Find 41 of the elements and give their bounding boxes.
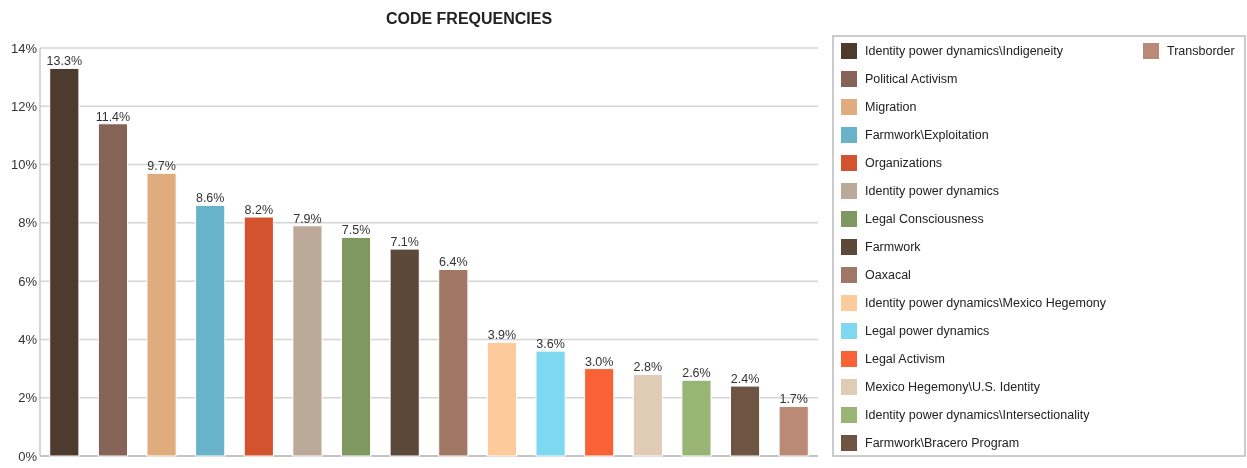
data-label: 3.9%: [487, 328, 517, 343]
legend-label: Legal Activism: [865, 352, 945, 367]
legend-label: Mexico Hegemony\U.S. Identity: [865, 380, 1041, 395]
legend-label: Legal Consciousness: [865, 212, 984, 227]
legend-label: Farmwork\Exploitation: [865, 128, 989, 143]
data-label: 6.4%: [439, 255, 468, 270]
y-tick-label: 14%: [10, 40, 38, 56]
legend-label: Organizations: [865, 156, 943, 171]
data-label: 2.4%: [730, 372, 760, 387]
data-label: 7.9%: [293, 211, 322, 226]
y-tick-label: 12%: [10, 98, 38, 114]
legend-label: Identity power dynamics\Mexico Hegemony: [865, 296, 1107, 311]
legend-label: Identity power dynamics\Intersectionality: [865, 408, 1091, 423]
legend-label: Farmwork: [865, 240, 922, 255]
data-label: 7.1%: [390, 235, 419, 250]
data-label: 2.8%: [633, 360, 663, 375]
y-tick-label: 8%: [18, 215, 38, 231]
legend-label: Identity power dynamics\Indigeneity: [865, 44, 1064, 59]
legend-label: Identity power dynamics: [865, 184, 1000, 199]
legend-label: Oaxacal: [865, 268, 911, 283]
data-label: 8.6%: [195, 191, 225, 206]
data-label: 1.7%: [779, 392, 808, 407]
y-tick-label: 4%: [18, 331, 38, 347]
data-label: 11.4%: [95, 109, 131, 124]
data-label: 8.2%: [244, 203, 274, 218]
data-label: 2.6%: [682, 366, 711, 381]
y-tick-label: 10%: [10, 157, 38, 173]
legend-label: Transborder: [1167, 44, 1235, 59]
chart-title: CODE FREQUENCIES: [385, 10, 553, 27]
legend-label: Migration: [865, 100, 917, 115]
data-label: 3.0%: [584, 354, 614, 369]
data-label: 13.3%: [46, 54, 83, 69]
y-tick-label: 6%: [18, 273, 38, 289]
data-label: 9.7%: [147, 159, 176, 174]
y-tick-label: 0%: [18, 448, 38, 464]
data-label: 7.5%: [341, 223, 371, 238]
legend-label: Farmwork\Bracero Program: [865, 436, 1020, 451]
y-tick-label: 2%: [18, 390, 38, 406]
legend-label: Political Activism: [865, 72, 958, 87]
data-label: 3.6%: [536, 337, 565, 352]
legend-label: Legal power dynamics: [865, 324, 990, 339]
